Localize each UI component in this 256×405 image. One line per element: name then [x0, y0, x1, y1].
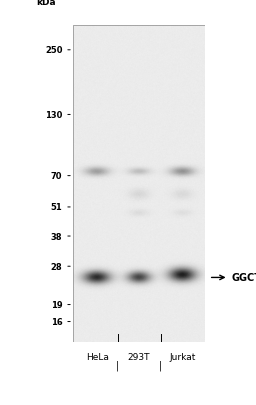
- Text: |: |: [159, 360, 162, 370]
- Text: 70: 70: [51, 172, 62, 181]
- Text: 28: 28: [51, 262, 62, 271]
- Text: 293T: 293T: [128, 352, 150, 361]
- Text: HeLa: HeLa: [86, 352, 109, 361]
- Text: kDa: kDa: [36, 0, 56, 7]
- Text: GGCT: GGCT: [231, 273, 256, 283]
- Text: 16: 16: [51, 317, 62, 326]
- Text: 130: 130: [45, 111, 62, 119]
- Text: |: |: [116, 360, 119, 370]
- Text: 51: 51: [51, 203, 62, 212]
- Text: 19: 19: [51, 301, 62, 309]
- Text: 250: 250: [45, 46, 62, 55]
- Text: Jurkat: Jurkat: [170, 352, 196, 361]
- Text: 38: 38: [51, 232, 62, 241]
